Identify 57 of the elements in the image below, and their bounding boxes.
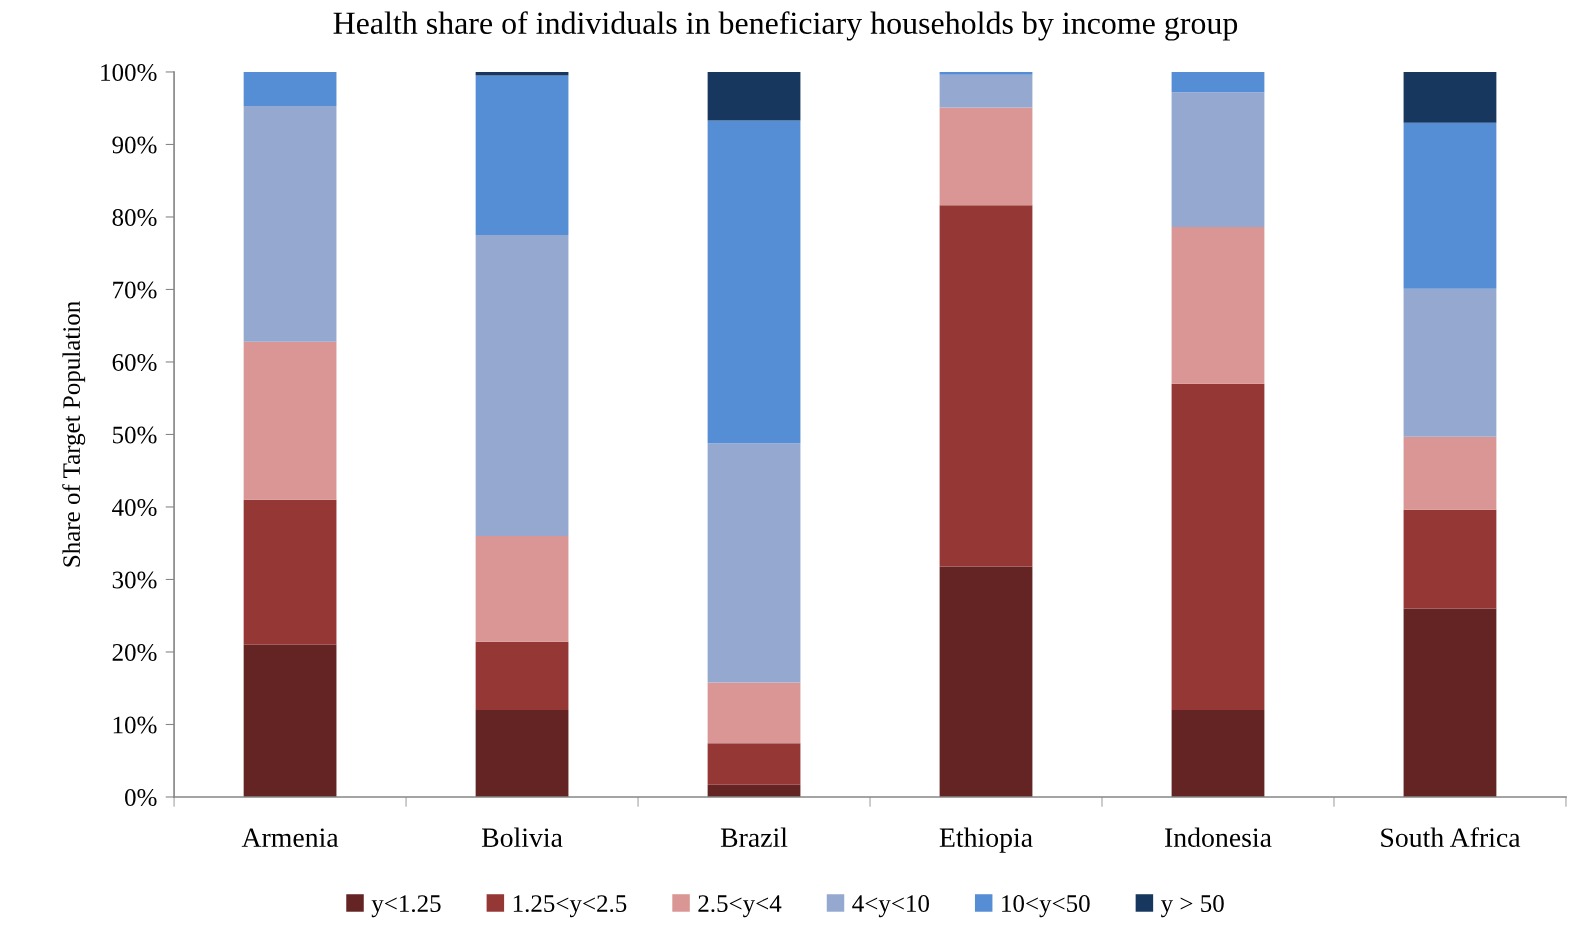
bar: [939, 107, 1033, 206]
bar: [1403, 608, 1497, 797]
y-tick-label: 60%: [112, 354, 157, 371]
bar: [243, 71, 337, 107]
x-tick-label: South Africa: [1381, 827, 1521, 848]
bar: [939, 205, 1033, 567]
y-tick-label: 100%: [101, 64, 157, 81]
y-tick-label: 20%: [112, 644, 157, 661]
bar: [1171, 709, 1265, 797]
bar: [243, 499, 337, 645]
y-tick-label: 40%: [112, 499, 157, 516]
legend-label: 10<y<50: [1002, 895, 1090, 918]
bar: [243, 644, 337, 797]
bar: [707, 682, 801, 744]
bar: [475, 535, 569, 642]
bar: [243, 341, 337, 500]
bar: [1403, 71, 1497, 123]
chart-title: Health share of individuals in beneficiary households by income group: [333, 11, 1238, 41]
bar: [475, 641, 569, 710]
y-tick-label: 90%: [112, 136, 157, 154]
bar: [1171, 227, 1265, 384]
bar: [1403, 509, 1497, 609]
x-tick-label: Brazil: [720, 827, 788, 848]
bar: [475, 709, 569, 797]
legend-label: 4<y<10: [852, 895, 929, 918]
x-tick-label: Ethiopia: [939, 827, 1033, 853]
legend-label: y<1.25: [371, 895, 441, 918]
y-tick-label: 0%: [125, 789, 157, 806]
bar: [1403, 288, 1497, 437]
x-tick-label: Indonesia: [1165, 827, 1272, 848]
y-tick-label: 30%: [112, 571, 157, 589]
bar: [1403, 436, 1497, 510]
y-tick-label: 50%: [113, 426, 157, 444]
y-tick-label: 70%: [113, 281, 157, 299]
y-tick-label: 10%: [113, 716, 157, 734]
bar: [939, 566, 1033, 797]
legend-label: 2.5<y<4: [698, 895, 782, 918]
bar: [707, 443, 801, 683]
bar: [939, 74, 1033, 108]
bar: [1171, 71, 1265, 93]
bar: [475, 75, 569, 236]
bar: [1171, 383, 1265, 710]
legend-label: y > 50: [1160, 895, 1224, 918]
x-tick-label: Bolivia: [481, 827, 563, 848]
x-tick-label: Armenia: [241, 828, 339, 848]
legend-label: 1.25<y<2.5: [513, 895, 627, 918]
bar: [1403, 122, 1497, 289]
bar: [707, 743, 801, 785]
bar: [707, 71, 801, 121]
bar: [1171, 92, 1265, 228]
y-tick-label: 80%: [112, 209, 157, 226]
bar: [475, 71, 569, 76]
bar: [243, 106, 337, 342]
bar: [475, 235, 569, 536]
y-axis-title: Share of Target Population: [62, 301, 86, 567]
bar: [939, 71, 1033, 75]
bar: [707, 120, 801, 444]
